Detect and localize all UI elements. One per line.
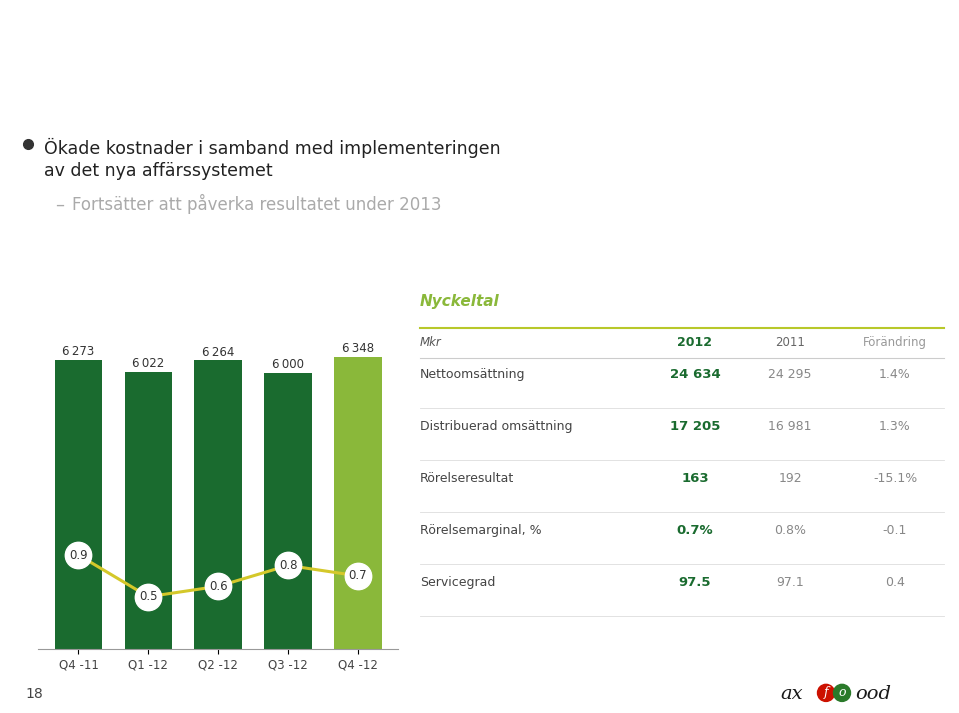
- Bar: [265, 373, 312, 649]
- Text: 24 295: 24 295: [768, 368, 811, 381]
- Text: 97.5: 97.5: [679, 576, 712, 589]
- Text: 0.5: 0.5: [139, 590, 157, 603]
- Text: 6 264: 6 264: [202, 346, 234, 359]
- Bar: [195, 361, 242, 649]
- Text: 192: 192: [778, 472, 802, 485]
- Text: Mkr: Mkr: [108, 294, 137, 307]
- Text: 6 000: 6 000: [272, 358, 304, 371]
- Text: Ökade kostnader i samband med implementeringen: Ökade kostnader i samband med implemente…: [44, 138, 501, 158]
- Text: 2012: 2012: [677, 336, 713, 349]
- Text: 97.1: 97.1: [776, 576, 804, 589]
- Text: 1.3%: 1.3%: [879, 420, 911, 433]
- Text: Nettoomsättning: Nettoomsättning: [420, 368, 526, 381]
- Text: 0.6: 0.6: [209, 580, 227, 593]
- Text: 0.7: 0.7: [348, 570, 367, 583]
- Bar: [334, 356, 382, 649]
- Text: Nyckeltal: Nyckeltal: [420, 294, 500, 309]
- Text: -15.1%: -15.1%: [873, 472, 917, 485]
- Text: 2011: 2011: [775, 336, 805, 349]
- Text: 24 634: 24 634: [669, 368, 720, 381]
- Text: 6 348: 6 348: [341, 342, 374, 355]
- Circle shape: [833, 684, 851, 702]
- Text: f: f: [824, 687, 829, 699]
- Text: Förändring: Förändring: [863, 336, 927, 349]
- Text: 1.4%: 1.4%: [879, 368, 911, 381]
- Text: Rörelsemarginal, %: Rörelsemarginal, %: [420, 524, 542, 537]
- Circle shape: [817, 684, 834, 702]
- Text: Rörelseresultat: Rörelseresultat: [420, 472, 514, 485]
- Text: o: o: [838, 687, 846, 699]
- Text: 16 981: 16 981: [768, 420, 811, 433]
- Text: 0.8%: 0.8%: [774, 524, 806, 537]
- Text: Mkr: Mkr: [420, 336, 442, 349]
- Text: –: –: [55, 196, 64, 214]
- Text: -0.1: -0.1: [883, 524, 907, 537]
- Text: 0.8: 0.8: [279, 559, 297, 572]
- Text: av det nya affärssystemet: av det nya affärssystemet: [44, 162, 272, 180]
- Text: 18: 18: [25, 687, 43, 701]
- Text: Dagab januari-december 2012: Dagab januari-december 2012: [21, 30, 518, 58]
- Text: Servicegrad: Servicegrad: [420, 576, 496, 589]
- Text: 17 205: 17 205: [669, 420, 720, 433]
- Text: 0.4: 0.4: [885, 576, 905, 589]
- Text: ood: ood: [855, 685, 891, 703]
- Text: 6 022: 6 022: [132, 356, 164, 370]
- Text: Omsättning,: Omsättning,: [40, 294, 132, 307]
- Text: 6 273: 6 273: [62, 345, 95, 358]
- Text: 0.9: 0.9: [69, 548, 88, 562]
- Text: Distribuerad omsättning: Distribuerad omsättning: [420, 420, 573, 433]
- Bar: [55, 360, 103, 649]
- Text: 0.7%: 0.7%: [677, 524, 713, 537]
- Text: Fortsätter att påverka resultatet under 2013: Fortsätter att påverka resultatet under …: [72, 194, 441, 214]
- Text: ax: ax: [780, 685, 803, 703]
- Text: 163: 163: [681, 472, 709, 485]
- Text: Rörelsemarginal, %: Rörelsemarginal, %: [40, 312, 185, 325]
- Bar: [125, 371, 172, 649]
